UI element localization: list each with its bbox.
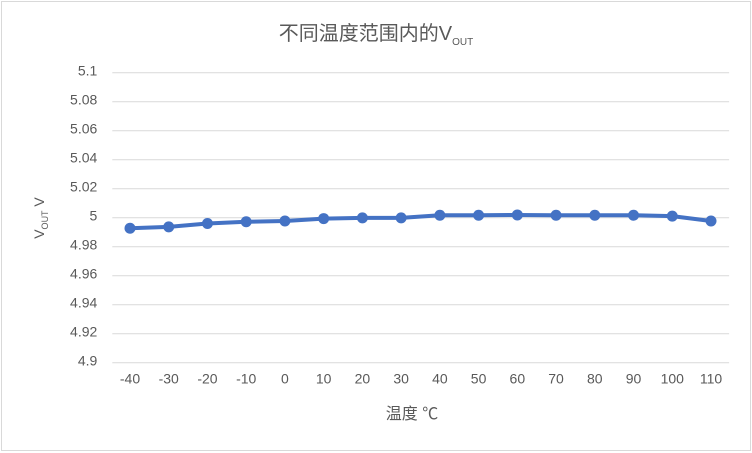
svg-text:-30: -30	[159, 371, 179, 387]
svg-text:-40: -40	[120, 371, 140, 387]
svg-text:60: 60	[510, 371, 526, 387]
svg-text:5.08: 5.08	[70, 92, 97, 108]
svg-text:40: 40	[432, 371, 448, 387]
svg-text:30: 30	[393, 371, 409, 387]
svg-text:50: 50	[471, 371, 487, 387]
svg-text:VOUT V: VOUT V	[31, 197, 50, 239]
svg-text:4.9: 4.9	[78, 353, 98, 369]
svg-text:-20: -20	[197, 371, 217, 387]
svg-text:90: 90	[626, 371, 642, 387]
svg-text:5.06: 5.06	[70, 121, 97, 137]
svg-text:70: 70	[548, 371, 564, 387]
svg-text:0: 0	[281, 371, 289, 387]
svg-text:5.04: 5.04	[70, 150, 97, 166]
svg-text:4.94: 4.94	[70, 295, 97, 311]
svg-text:100: 100	[661, 371, 685, 387]
svg-text:5.1: 5.1	[78, 63, 98, 79]
svg-text:110: 110	[700, 371, 723, 387]
svg-text:4.96: 4.96	[70, 266, 97, 282]
svg-text:-10: -10	[236, 371, 256, 387]
svg-text:5.02: 5.02	[70, 179, 97, 195]
svg-text:5: 5	[90, 208, 98, 224]
svg-text:4.98: 4.98	[70, 237, 97, 253]
svg-text:4.92: 4.92	[70, 324, 97, 340]
svg-text:80: 80	[587, 371, 603, 387]
svg-text:10: 10	[316, 371, 332, 387]
svg-text:20: 20	[355, 371, 371, 387]
